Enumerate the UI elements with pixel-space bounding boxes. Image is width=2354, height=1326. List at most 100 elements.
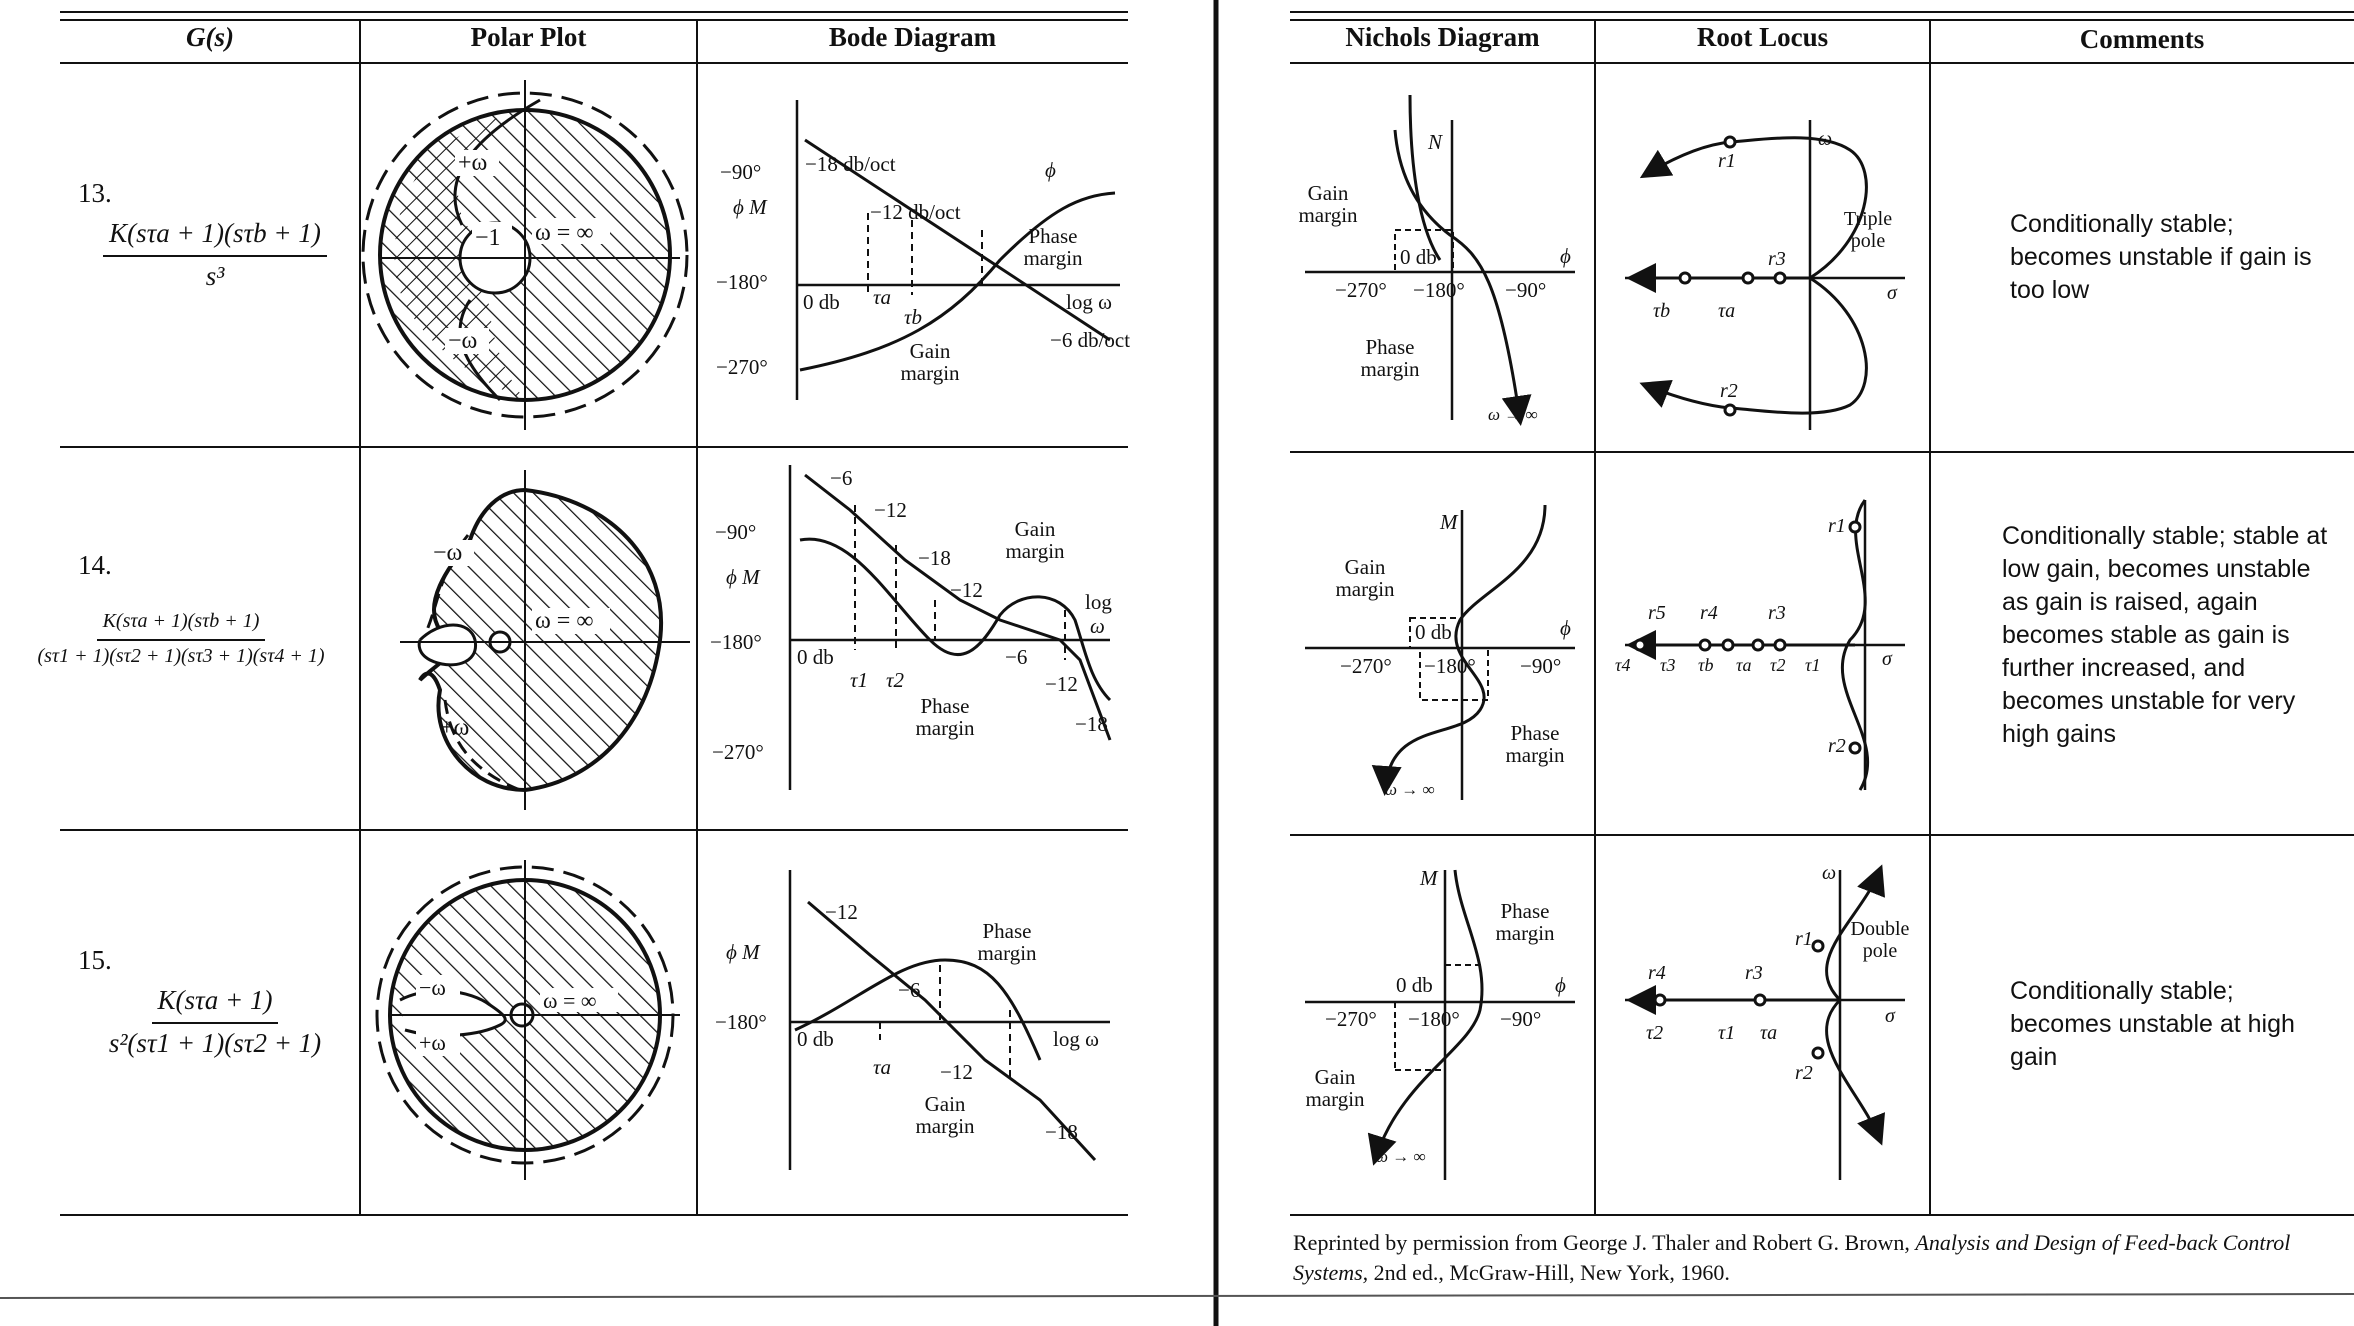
citation-suffix: 2nd ed., McGraw-Hill, New York, 1960. [1368,1260,1730,1285]
bode13-zerodb: 0 db [803,290,840,314]
label-minus-omega: −ω [433,540,462,566]
header-nichols-diagram: Nichols Diagram [1345,22,1540,52]
nichols15-phase-margin: Phase margin [1495,899,1555,945]
rl13-r2: r2 [1720,380,1738,402]
bode15-m18: −18 [1045,1120,1078,1144]
bode15-m12: −12 [825,900,858,924]
row-13-denominator: s³ [205,261,225,291]
rl15-sigma: σ [1885,1005,1895,1027]
row-15-comment: Conditionally stable; becomes unstable a… [2010,977,2295,1071]
bode-diagram-14 [788,465,1112,790]
bode13-phase-margin: Phase margin [1023,224,1083,270]
bode14-m90: −90° [715,520,757,544]
nichols14-m180: −180° [1424,654,1476,678]
bode15-m12b: −12 [940,1060,973,1084]
row-14-transfer-function: K(sτa + 1)(sτb + 1) (sτ1 + 1)(sτ2 + 1)(s… [4,610,358,668]
nichols14-omega-inf: ω → ∞ [1385,780,1435,799]
nichols13-m270: −270° [1335,278,1387,302]
rl14-tau-1: τ1 [1805,655,1821,675]
bode14-m12c: −12 [1045,672,1078,696]
bode13-logomega: log ω [1066,290,1112,314]
bode13-slope6: −6 db/oct [1050,328,1131,352]
rl15-tau-2: τ2 [1646,1022,1664,1044]
label-plus-omega: +ω [419,1030,446,1055]
header-root-locus: Root Locus [1696,22,1829,52]
row-14-denominator: (sτ1 + 1)(sτ2 + 1)(sτ3 + 1)(sτ4 + 1) [37,645,325,667]
nichols15-phi: ϕ [1555,973,1566,997]
nichols-diagram-15 [1305,869,1575,1180]
rl14-r1: r1 [1828,515,1846,537]
nichols13-gain-margin: Gain margin [1298,181,1358,227]
nichols-diagram-14 [1305,504,1575,800]
root-locus-14 [1625,499,1905,791]
bode13-m90: −90° [720,160,762,184]
nichols13-phi: ϕ [1560,244,1571,268]
rl14-tau-4: τ4 [1615,655,1631,675]
bode13-gain-margin: Gain margin [900,339,960,385]
rl15-r2: r2 [1795,1062,1813,1084]
rl15-tau-1: τ1 [1718,1022,1736,1044]
bode14-m180: −180° [710,630,762,654]
header-bode-diagram: Bode Diagram [828,22,997,52]
header-comments: Comments [2079,24,2205,54]
rl13-omega: ω [1818,128,1833,150]
label-omega-inf: ω = ∞ [535,220,593,246]
rl15-tau-a: τa [1760,1022,1778,1044]
bode13-tau-b: τb [904,305,923,329]
bode13-tau-a: τa [873,285,892,309]
bode13-phi: ϕ [1045,158,1056,182]
bode-diagram-13 [795,100,1120,400]
label-plus-omega: +ω [458,150,487,176]
polar-plot-15: −ω +ω ω = ∞ [375,860,680,1180]
bode14-m18b: −18 [1075,712,1108,736]
rl13-sigma: σ [1887,282,1897,304]
row-14-number: 14. [78,550,112,580]
nichols14-m270: −270° [1340,654,1392,678]
root-locus-13 [1625,120,1905,430]
nichols13-m180: −180° [1413,278,1465,302]
rl14-tau-b: τb [1698,655,1714,675]
rl15-double-pole: Double pole [1850,918,1910,962]
bode15-phase-margin: Phase margin [977,919,1037,965]
row-14-comment: Conditionally stable; stable at low gain… [2002,522,2328,748]
row-14-numerator: K(sτa + 1)(sτb + 1) [96,610,266,641]
bode14-m18: −18 [918,546,951,570]
label-omega-inf: ω = ∞ [543,988,597,1013]
bode14-zerodb: 0 db [797,645,834,669]
rl15-r1: r1 [1795,928,1813,950]
row-15-transfer-function: K(sτa + 1) s²(sτ1 + 1)(sτ2 + 1) [80,985,350,1059]
nichols-diagram-13 [1305,94,1575,426]
bode13-m180: −180° [716,270,768,294]
bode14-log: log [1085,590,1112,614]
nichols14-zerodb: 0 db [1415,620,1452,644]
nichols14-phi: ϕ [1560,616,1571,640]
row-13-number: 13. [78,178,112,208]
rl14-r5: r5 [1648,602,1666,624]
row-15-denominator: s²(sτ1 + 1)(sτ2 + 1) [108,1028,322,1058]
nichols15-m180: −180° [1408,1007,1460,1031]
rl13-tau-a: τa [1718,300,1736,322]
bode15-phi-m: ϕ M [726,940,760,964]
bode14-phi-m: ϕ M [726,565,760,589]
nichols13-zerodb: 0 db [1400,245,1437,269]
bode14-m12: −12 [874,498,907,522]
bode-diagram-15 [788,870,1110,1170]
bode14-m6: −6 [830,466,853,490]
label-minus-omega: −ω [419,975,446,1000]
polar-plot-13: −1 ω = ∞ +ω −ω [361,80,689,430]
bode14-omega: ω [1090,614,1105,638]
nichols13-phase-margin: Phase margin [1360,335,1420,381]
citation-title: Analysis and Design of Feed-back Control… [1293,1230,2291,1285]
nichols14-gain-margin: Gain margin [1335,555,1395,601]
label-minus-one: −1 [475,225,501,251]
rl14-tau-3: τ3 [1660,655,1676,675]
label-omega-inf: ω = ∞ [535,608,593,634]
bode14-m6b: −6 [1005,645,1028,669]
bode13-slope12: −12 db/oct [870,200,961,224]
rl14-tau-2: τ2 [1770,655,1786,675]
nichols13-omega-inf: ω → ∞ [1488,405,1538,424]
